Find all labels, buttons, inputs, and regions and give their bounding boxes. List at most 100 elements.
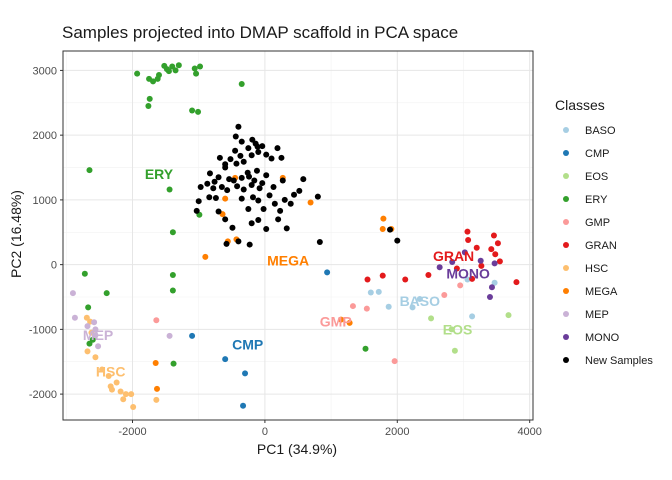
- class-label: MEGA: [267, 253, 309, 269]
- plot-border: [62, 50, 534, 421]
- legend: Classes BASO CMP EOS ERY GMP GRAN HSC MEGA MEP MO…: [555, 97, 653, 367]
- data-point: [71, 314, 78, 321]
- data-point: [469, 313, 476, 320]
- axes: -2000 0 2000 4000 -2000 -1000 0 1000 2000 3000: [29, 50, 542, 438]
- data-point: [202, 253, 209, 260]
- data-point: [277, 207, 284, 214]
- legend-swatch: [563, 127, 569, 133]
- data-point: [92, 326, 99, 333]
- data-point: [464, 276, 471, 283]
- y-tick-label: 0: [51, 260, 57, 272]
- y-axis-title: PC2 (16.48%): [8, 190, 24, 278]
- data-point: [211, 178, 218, 185]
- legend-swatch: [563, 196, 569, 202]
- class-label: MONO: [446, 266, 490, 282]
- x-tick-label: 2000: [385, 426, 409, 438]
- data-point: [271, 200, 278, 207]
- data-point: [254, 143, 261, 150]
- data-point: [154, 385, 160, 392]
- data-point: [375, 288, 382, 295]
- legend-item-label: HSC: [585, 263, 608, 275]
- class-label: BASO: [400, 293, 441, 309]
- legend-swatch: [563, 242, 569, 248]
- data-point: [362, 345, 369, 352]
- data-point: [349, 303, 356, 310]
- data-point: [197, 63, 204, 70]
- data-point: [263, 172, 270, 179]
- data-point: [253, 167, 260, 174]
- data-point: [215, 208, 222, 215]
- data-point: [513, 279, 520, 286]
- data-point: [191, 65, 198, 72]
- data-point: [275, 216, 282, 223]
- legend-item-label: New Samples: [585, 355, 653, 367]
- data-point: [195, 108, 202, 115]
- x-tick-label: 4000: [517, 426, 541, 438]
- data-point: [240, 158, 247, 165]
- data-point: [296, 187, 303, 194]
- legend-item-label: MONO: [585, 332, 620, 344]
- class-label: HSC: [96, 363, 126, 379]
- data-point: [477, 257, 484, 264]
- data-point: [232, 133, 239, 140]
- data-point: [379, 226, 386, 233]
- data-point: [108, 386, 115, 393]
- data-point: [449, 259, 456, 266]
- data-point: [122, 391, 129, 398]
- data-point: [163, 66, 170, 73]
- data-point: [255, 148, 262, 155]
- legend-item-label: MEGA: [585, 286, 618, 298]
- data-point: [491, 279, 498, 286]
- data-point: [204, 180, 211, 187]
- data-point: [197, 183, 204, 190]
- data-point: [488, 246, 495, 253]
- data-point: [230, 177, 237, 184]
- data-point: [222, 164, 229, 171]
- legend-item-label: GMP: [585, 217, 610, 229]
- legend-item-label: CMP: [585, 148, 609, 160]
- data-point: [193, 207, 200, 214]
- data-point: [391, 358, 398, 365]
- data-point: [92, 354, 99, 361]
- data-point: [314, 193, 321, 200]
- data-point: [170, 360, 177, 367]
- data-point: [448, 326, 455, 333]
- chart-title: Samples projected into DMAP scaffold in …: [62, 23, 458, 42]
- data-point: [251, 177, 258, 184]
- data-point: [441, 292, 448, 299]
- data-point: [256, 185, 263, 192]
- data-point: [146, 95, 153, 102]
- data-point: [169, 229, 176, 236]
- data-point: [249, 136, 256, 143]
- data-point: [488, 284, 495, 291]
- data-point: [255, 216, 262, 223]
- data-point: [416, 295, 423, 302]
- class-label: CMP: [232, 336, 263, 352]
- grid-lines: [63, 51, 533, 420]
- data-point: [99, 366, 106, 373]
- data-point: [206, 170, 213, 177]
- data-point: [154, 75, 161, 82]
- data-point: [117, 388, 124, 395]
- data-point: [212, 194, 219, 201]
- data-point: [287, 200, 294, 207]
- data-point: [387, 226, 394, 233]
- data-point: [367, 289, 374, 296]
- data-point: [153, 317, 160, 324]
- data-point: [402, 276, 409, 283]
- data-point: [216, 154, 223, 161]
- legend-swatch: [563, 219, 569, 225]
- data-point: [92, 332, 99, 339]
- data-point: [248, 220, 255, 227]
- data-point: [206, 194, 213, 201]
- data-point: [473, 244, 480, 251]
- data-point: [169, 271, 176, 278]
- legend-swatch: [563, 173, 569, 179]
- data-point: [233, 160, 240, 167]
- data-point: [505, 312, 512, 319]
- data-point: [85, 304, 92, 311]
- data-point: [130, 404, 137, 411]
- x-tick-label: -2000: [118, 426, 146, 438]
- data-point: [270, 183, 277, 190]
